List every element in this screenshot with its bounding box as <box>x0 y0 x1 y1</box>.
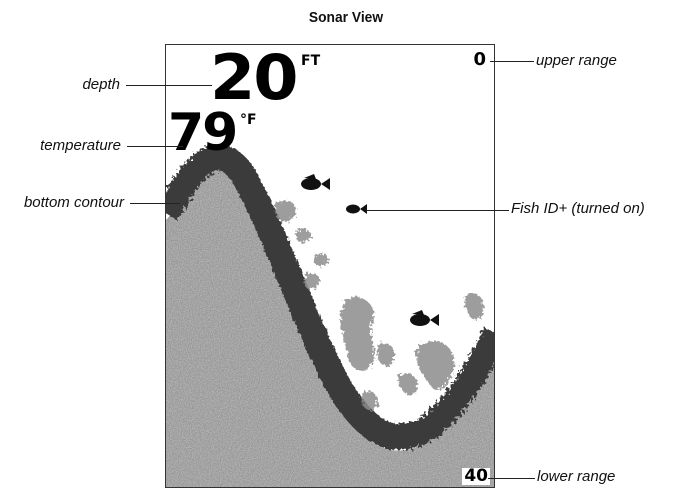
leader-line-temperature <box>127 146 183 147</box>
sonar-graphic <box>166 144 494 487</box>
depth-readout: 20 <box>210 44 299 114</box>
fish-symbol <box>410 310 439 326</box>
leader-line-lower-range <box>488 478 535 479</box>
lower-range-readout: 40 <box>462 466 490 486</box>
upper-range-readout: 0 <box>473 49 486 70</box>
fish-symbol <box>346 204 367 214</box>
temperature-readout: 79 <box>168 103 238 163</box>
bottom-contour-band <box>166 144 494 450</box>
leader-line-bottom-contour <box>130 203 180 204</box>
diagram-title: Sonar View <box>308 9 384 26</box>
sonar-screen: 20 FT 79 °F 0 40 <box>165 44 495 488</box>
callout-temperature: temperature <box>40 137 121 154</box>
fish-symbol <box>301 174 330 190</box>
sonar-clutter <box>274 200 484 411</box>
callout-bottom-contour: bottom contour <box>23 194 124 211</box>
temperature-unit: °F <box>240 112 257 128</box>
callout-fish-id: Fish ID+ (turned on) <box>511 200 645 217</box>
leader-line-fish-id <box>366 210 509 211</box>
leader-line-depth <box>126 85 212 86</box>
depth-unit: FT <box>301 53 321 69</box>
callout-lower-range: lower range <box>537 468 616 485</box>
callout-depth: depth <box>82 76 120 93</box>
callout-upper-range: upper range <box>536 52 617 69</box>
leader-line-upper-range <box>490 61 534 62</box>
